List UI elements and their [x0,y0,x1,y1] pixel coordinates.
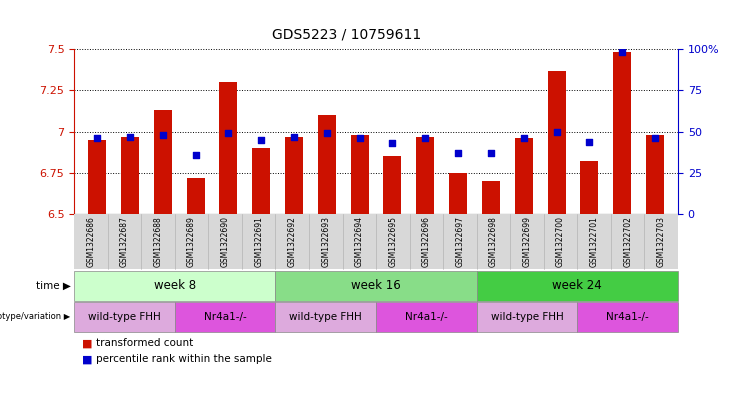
Bar [285,137,303,214]
Point [190,152,202,158]
Text: time ▶: time ▶ [36,281,70,291]
Text: Nr4a1-/-: Nr4a1-/- [405,312,448,322]
Bar [482,181,500,214]
Text: GSM1322698: GSM1322698 [489,216,498,266]
Bar [252,148,270,214]
Point [617,49,628,55]
Text: wild-type FHH: wild-type FHH [491,312,563,322]
Text: GDS5223 / 10759611: GDS5223 / 10759611 [272,27,421,41]
Text: GSM1322694: GSM1322694 [355,216,364,267]
Text: Nr4a1-/-: Nr4a1-/- [204,312,247,322]
Text: GSM1322689: GSM1322689 [187,216,196,266]
Text: wild-type FHH: wild-type FHH [289,312,362,322]
Point [551,129,562,135]
Bar [219,82,237,214]
Point [255,137,267,143]
Point [452,150,464,156]
Text: GSM1322693: GSM1322693 [322,216,330,267]
Bar [383,156,402,214]
Text: GSM1322701: GSM1322701 [590,216,599,266]
Bar [646,135,664,214]
Text: wild-type FHH: wild-type FHH [88,312,161,322]
Bar [548,71,565,214]
Text: GSM1322699: GSM1322699 [522,216,531,267]
Bar [318,115,336,214]
Bar [449,173,467,214]
Text: genotype/variation ▶: genotype/variation ▶ [0,312,70,321]
Text: ■: ■ [82,338,92,349]
Text: GSM1322702: GSM1322702 [623,216,632,266]
Text: Nr4a1-/-: Nr4a1-/- [606,312,649,322]
Bar [121,137,139,214]
Point [157,132,169,138]
Point [485,150,497,156]
Point [91,135,103,141]
Text: GSM1322697: GSM1322697 [456,216,465,267]
Text: GSM1322703: GSM1322703 [657,216,665,267]
Text: transformed count: transformed count [96,338,193,349]
Bar [153,110,172,214]
Text: GSM1322691: GSM1322691 [254,216,263,266]
Bar [88,140,106,214]
Text: week 16: week 16 [351,279,401,292]
Point [387,140,399,146]
Bar [416,137,434,214]
Point [222,130,234,136]
Text: ■: ■ [82,354,92,364]
Text: GSM1322687: GSM1322687 [120,216,129,266]
Point [518,135,530,141]
Bar [350,135,369,214]
Point [353,135,365,141]
Bar [614,52,631,214]
Point [321,130,333,136]
Point [419,135,431,141]
Point [583,138,595,145]
Text: week 8: week 8 [153,279,196,292]
Text: GSM1322700: GSM1322700 [556,216,565,267]
Text: GSM1322686: GSM1322686 [87,216,96,266]
Bar [515,138,533,214]
Point [649,135,661,141]
Text: GSM1322688: GSM1322688 [153,216,162,266]
Point [124,134,136,140]
Bar [580,162,599,214]
Text: GSM1322690: GSM1322690 [221,216,230,267]
Bar [187,178,205,214]
Text: percentile rank within the sample: percentile rank within the sample [96,354,272,364]
Text: GSM1322695: GSM1322695 [388,216,397,267]
Text: GSM1322692: GSM1322692 [288,216,296,266]
Text: GSM1322696: GSM1322696 [422,216,431,267]
Point [288,134,300,140]
Text: week 24: week 24 [553,279,602,292]
